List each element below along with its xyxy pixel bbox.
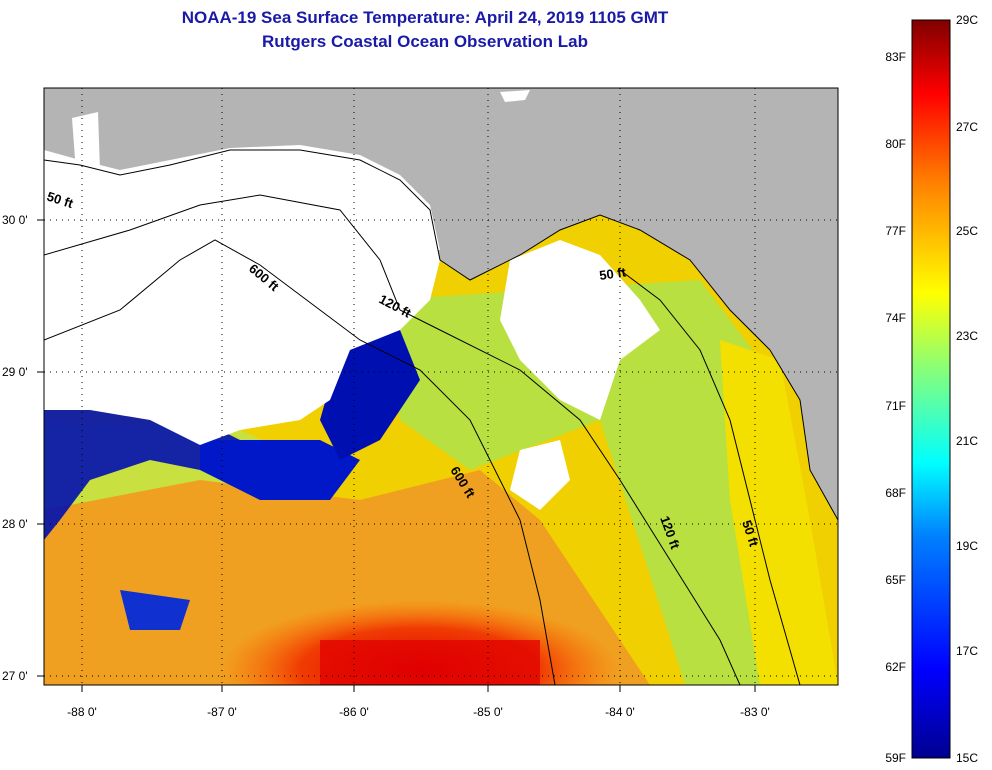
colorbar-f-label: 62F <box>885 660 906 674</box>
colorbar-f-label: 74F <box>885 311 906 325</box>
sst-red-band <box>320 640 540 685</box>
no-data-region-bigbend <box>500 240 660 420</box>
coastline <box>44 149 838 521</box>
lon-tick-label: -84 0' <box>605 705 635 719</box>
sst-east-shelf <box>720 340 838 685</box>
lat-tick-label: 29 0' <box>2 365 28 379</box>
colorbar-c-label: 27C <box>956 120 978 134</box>
colorbar-f-label: 68F <box>885 486 906 500</box>
lon-tick-label: -83 0' <box>740 705 770 719</box>
contour-120ft <box>44 194 741 685</box>
colorbar-c-label: 25C <box>956 224 978 238</box>
lon-tick-label: -86 0' <box>339 705 369 719</box>
lat-tick-label: 28 0' <box>2 517 28 531</box>
sst-cold-south <box>120 590 190 630</box>
colorbar-c-label: 15C <box>956 751 978 765</box>
colorbar-f-label: 71F <box>885 399 906 413</box>
land-mass <box>44 88 838 520</box>
colorbar-f-label: 80F <box>885 137 906 151</box>
lake-patch <box>500 90 530 102</box>
lat-tick-label: 30 0' <box>2 213 28 227</box>
colorbar-c-label: 29C <box>956 13 978 27</box>
lon-tick-label: -87 0' <box>207 705 237 719</box>
mobile-bay <box>72 112 100 172</box>
sst-cold-center <box>200 440 360 500</box>
contour-600ft <box>44 239 556 685</box>
colorbar <box>911 19 951 759</box>
colorbar-f-label: 59F <box>885 751 906 765</box>
graticule <box>44 88 838 685</box>
coastal-no-data <box>44 145 440 250</box>
colorbar-f-label: 83F <box>885 50 906 64</box>
no-data-patch <box>510 440 570 510</box>
lon-tick-label: -88 0' <box>67 705 97 719</box>
lat-tick-label: 27 0' <box>2 669 28 683</box>
lon-tick-label: -85 0' <box>473 705 503 719</box>
colorbar-f-label: 65F <box>885 573 906 587</box>
page-title: NOAA-19 Sea Surface Temperature: April 2… <box>181 8 669 27</box>
contour-label: 50 ft <box>598 264 627 283</box>
colorbar-f-label: 77F <box>885 224 906 238</box>
no-data-region-west <box>44 165 440 445</box>
map-frame <box>43 87 839 686</box>
sst-green-region <box>380 280 789 685</box>
colorbar-c-label: 17C <box>956 644 978 658</box>
axis-ticks <box>37 219 756 692</box>
page-subtitle: Rutgers Coastal Ocean Observation Lab <box>262 32 588 51</box>
map-plot-area <box>44 88 838 685</box>
colorbar-c-label: 21C <box>956 434 978 448</box>
contour-50ft <box>619 269 801 685</box>
colorbar-c-label: 19C <box>956 539 978 553</box>
colorbar-c-label: 23C <box>956 329 978 343</box>
